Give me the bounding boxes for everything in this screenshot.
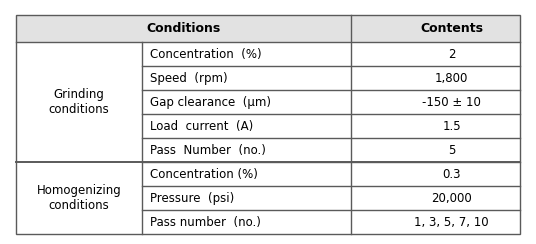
Text: Gap clearance  (μm): Gap clearance (μm): [150, 96, 271, 109]
Text: 2: 2: [448, 48, 455, 61]
Text: Grinding
conditions: Grinding conditions: [49, 88, 109, 116]
Text: Pressure  (psi): Pressure (psi): [150, 192, 234, 205]
Text: -150 ± 10: -150 ± 10: [422, 96, 481, 109]
Text: 1, 3, 5, 7, 10: 1, 3, 5, 7, 10: [414, 216, 489, 229]
Bar: [16, 42, 520, 162]
Text: 0.3: 0.3: [442, 168, 461, 181]
Text: Contents: Contents: [420, 22, 483, 35]
Text: Load  current  (A): Load current (A): [150, 120, 254, 133]
Bar: [16, 162, 520, 234]
Text: Conditions: Conditions: [146, 22, 221, 35]
Text: 1,800: 1,800: [435, 72, 468, 85]
Bar: [16, 15, 520, 42]
Text: 20,000: 20,000: [431, 192, 472, 205]
Text: Homogenizing
conditions: Homogenizing conditions: [36, 184, 122, 212]
Text: Pass number  (no.): Pass number (no.): [150, 216, 261, 229]
Text: Concentration (%): Concentration (%): [150, 168, 258, 181]
Text: Concentration  (%): Concentration (%): [150, 48, 262, 61]
Text: 1.5: 1.5: [442, 120, 461, 133]
Text: Speed  (rpm): Speed (rpm): [150, 72, 228, 85]
Text: Pass  Number  (no.): Pass Number (no.): [150, 144, 266, 157]
Text: 5: 5: [448, 144, 455, 157]
Bar: [16, 15, 520, 234]
